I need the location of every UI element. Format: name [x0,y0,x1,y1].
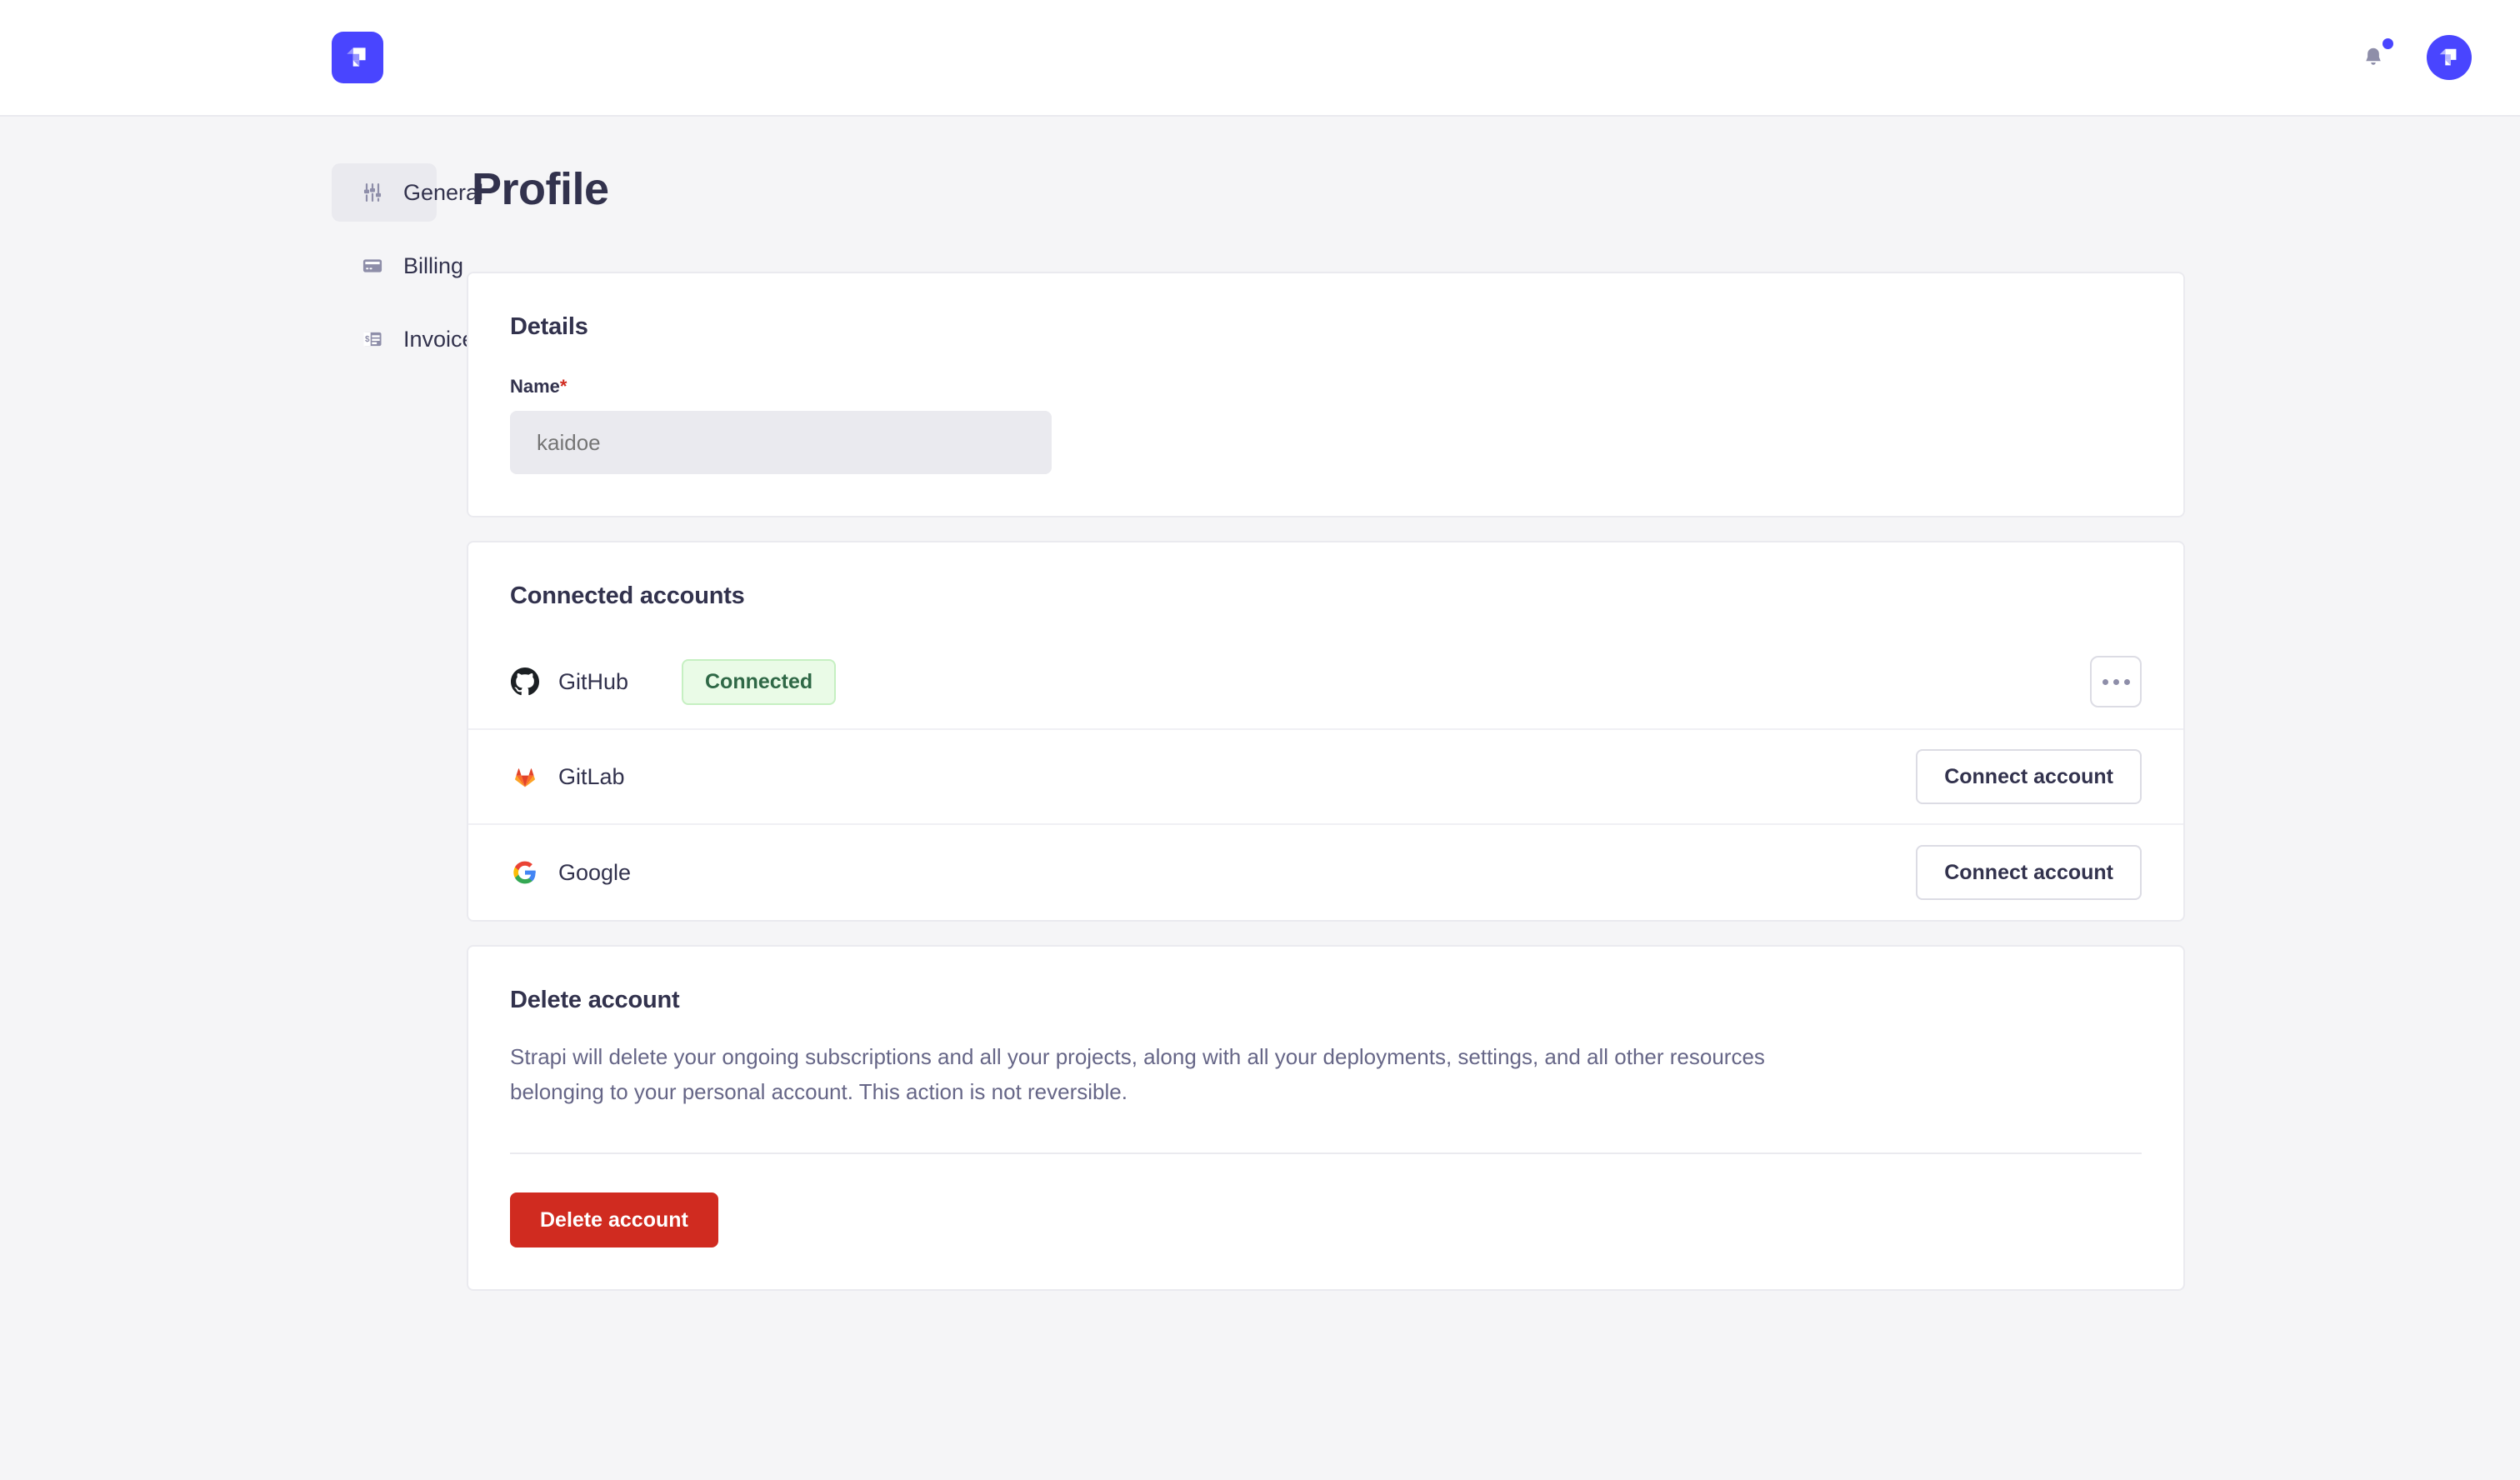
sliders-icon [360,180,385,205]
details-card-title: Details [510,313,588,340]
provider-name: GitHub [558,668,629,694]
provider-gitlab: GitLab [510,762,675,792]
svg-text:$: $ [365,335,370,344]
user-avatar-icon [2439,48,2457,66]
strapi-logo-glyph [347,48,366,67]
avatar[interactable] [2427,35,2472,80]
sidebar-item-label: Billing [403,252,464,278]
github-icon [510,667,540,697]
kebab-dot-icon [2112,678,2119,685]
main-content: Profile Details Name* Connected accounts [467,163,2520,1314]
strapi-logo-icon[interactable] [332,32,383,83]
receipt-icon: $ [360,327,385,352]
delete-account-button[interactable]: Delete account [510,1192,718,1248]
account-row-github: GitHub Connected [468,635,2183,730]
credit-card-icon [360,253,385,278]
sidebar-item-billing[interactable]: Billing [332,237,463,295]
account-row-google: Google Connect account [468,825,2183,920]
notifications-button[interactable] [2357,38,2393,76]
required-marker: * [559,376,568,397]
provider-github: GitHub [510,667,675,697]
kebab-dot-icon [2123,678,2130,685]
gitlab-icon [510,762,540,792]
connected-accounts-card: Connected accounts GitHub Connected [467,541,2185,922]
account-options-button[interactable] [2090,656,2142,708]
name-field-label: Name* [510,376,2142,398]
google-icon [510,858,540,888]
delete-account-description: Strapi will delete your ongoing subscrip… [510,1044,1765,1105]
kebab-dot-icon [2102,678,2108,685]
notification-badge-dot [2382,38,2393,49]
sidebar-item-invoices[interactable]: $ Invoices [332,310,486,368]
connect-account-button-gitlab[interactable]: Connect account [1916,749,2142,804]
sidebar-item-label: General [403,179,484,205]
page-title: Profile [472,164,609,214]
delete-account-title: Delete account [510,987,680,1013]
header-actions [2357,35,2472,80]
divider [510,1152,2142,1155]
bell-icon [2366,48,2381,65]
connect-account-button-google[interactable]: Connect account [1916,845,2142,900]
app-header [0,0,2520,117]
status-badge: Connected [682,658,837,705]
page-body: General Billing [0,117,2520,1314]
provider-name: GitLab [558,763,625,789]
sidebar-item-general[interactable]: General [332,163,483,222]
connected-accounts-title: Connected accounts [510,582,745,609]
details-card: Details Name* [467,272,2185,518]
provider-google: Google [510,858,675,888]
settings-sidebar: General Billing [0,163,486,383]
name-input[interactable] [510,411,1052,474]
provider-name: Google [558,859,632,885]
account-row-gitlab: GitLab Connect account [468,730,2183,825]
delete-account-card: Delete account Strapi will delete your o… [467,945,2185,1292]
name-label-text: Name [510,376,560,397]
